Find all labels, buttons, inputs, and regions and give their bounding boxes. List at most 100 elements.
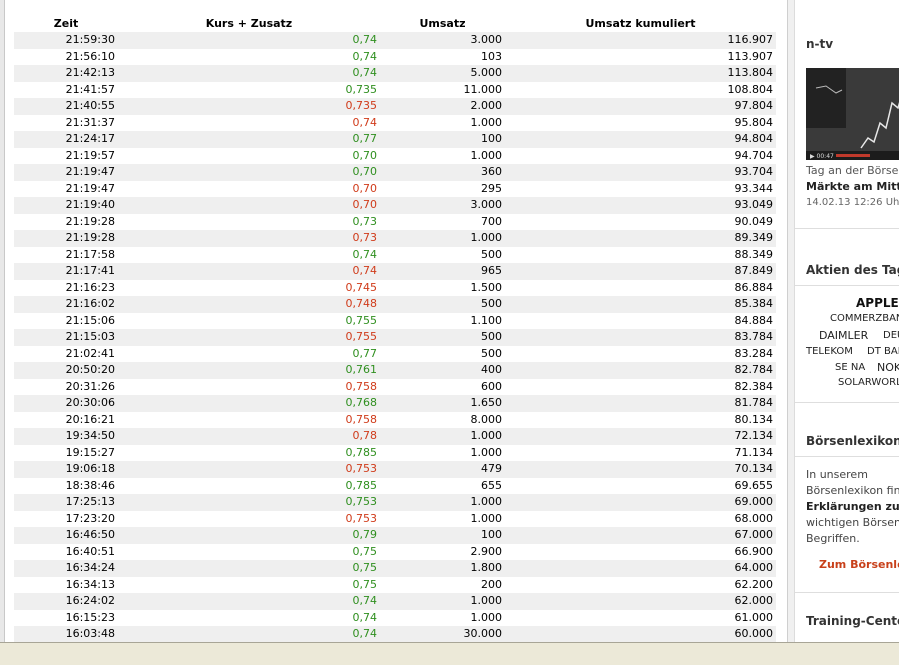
table-row: 21:40:55 0,735 2.000 97.804	[14, 98, 776, 115]
header-umsatz-kumuliert[interactable]: Umsatz kumuliert	[585, 16, 696, 30]
cell-volume: 1.000	[380, 593, 505, 610]
cell-volume: 1.500	[380, 279, 505, 296]
cell-cumulative: 93.704	[505, 164, 776, 181]
cell-cumulative: 61.000	[505, 609, 776, 626]
cell-price: 0,74	[118, 263, 380, 280]
table-row: 21:19:47 0,70 360 93.704	[14, 164, 776, 181]
divider-3	[795, 402, 899, 403]
cell-price: 0,75	[118, 576, 380, 593]
tag-dt-bank[interactable]: DT BANK	[867, 346, 899, 357]
video-headline[interactable]: Märkte am Mittwoch	[806, 180, 899, 193]
cell-cumulative: 116.907	[505, 32, 776, 49]
table-row: 17:25:13 0,753 1.000 69.000	[14, 494, 776, 511]
table-row: 17:23:20 0,753 1.000 68.000	[14, 510, 776, 527]
tag-apple[interactable]: APPLE	[856, 296, 899, 310]
cell-volume: 200	[380, 576, 505, 593]
table-row: 19:06:18 0,753 479 70.134	[14, 461, 776, 478]
table-header-row: Zeit Kurs + Zusatz Umsatz Umsatz kumulie…	[14, 14, 776, 32]
table-row: 21:19:47 0,70 295 93.344	[14, 180, 776, 197]
header-kurs[interactable]: Kurs + Zusatz	[205, 16, 293, 30]
lexikon-link[interactable]: Zum Börsenlexikon	[819, 558, 899, 571]
cell-cumulative: 72.134	[505, 428, 776, 445]
cell-time: 21:19:28	[14, 230, 118, 247]
cell-cumulative: 82.384	[505, 378, 776, 395]
table-row: 16:24:02 0,74 1.000 62.000	[14, 593, 776, 610]
tag-deutsche[interactable]: DEUTSCHE	[883, 330, 899, 341]
cell-time: 18:38:46	[14, 477, 118, 494]
cell-time: 16:46:50	[14, 527, 118, 544]
cell-time: 20:30:06	[14, 395, 118, 412]
table-row: 21:15:03 0,755 500 83.784	[14, 329, 776, 346]
cell-cumulative: 95.804	[505, 114, 776, 131]
cell-cumulative: 69.655	[505, 477, 776, 494]
cell-price: 0,79	[118, 527, 380, 544]
table-row: 21:42:13 0,74 5.000 113.804	[14, 65, 776, 82]
cell-volume: 500	[380, 296, 505, 313]
column-divider	[787, 0, 795, 642]
cell-volume: 100	[380, 131, 505, 148]
cell-cumulative: 81.784	[505, 395, 776, 412]
play-icon[interactable]: ▶	[810, 153, 817, 160]
cell-time: 21:17:41	[14, 263, 118, 280]
cell-volume: 1.000	[380, 609, 505, 626]
cell-time: 21:02:41	[14, 345, 118, 362]
table-row: 18:38:46 0,785 655 69.655	[14, 477, 776, 494]
cell-price: 0,761	[118, 362, 380, 379]
tag-nokia[interactable]: NOKIA	[877, 361, 899, 374]
cell-volume: 965	[380, 263, 505, 280]
video-time: ▶ 00:47	[810, 153, 834, 160]
tag-commerzbank[interactable]: COMMERZBANK	[830, 313, 899, 324]
table-row: 16:15:23 0,74 1.000 61.000	[14, 609, 776, 626]
cell-price: 0,73	[118, 213, 380, 230]
cell-time: 19:15:27	[14, 444, 118, 461]
cell-volume: 30.000	[380, 626, 505, 643]
tag-se-na[interactable]: SE NA	[835, 362, 866, 373]
cell-volume: 11.000	[380, 81, 505, 98]
cell-price: 0,74	[118, 48, 380, 65]
table-row: 21:02:41 0,77 500 83.284	[14, 345, 776, 362]
cell-time: 21:31:37	[14, 114, 118, 131]
cell-volume: 3.000	[380, 32, 505, 49]
cell-cumulative: 85.384	[505, 296, 776, 313]
table-row: 21:16:23 0,745 1.500 86.884	[14, 279, 776, 296]
cell-time: 21:19:47	[14, 164, 118, 181]
header-zeit[interactable]: Zeit	[53, 16, 79, 30]
cell-time: 16:40:51	[14, 543, 118, 560]
cell-cumulative: 64.000	[505, 560, 776, 577]
cell-price: 0,77	[118, 345, 380, 362]
right-sidebar: n-tv ▶ 00:47 Tag an der Börse Märkte am …	[795, 0, 899, 642]
tag-daimler[interactable]: DAIMLER	[819, 329, 869, 342]
cell-cumulative: 62.000	[505, 593, 776, 610]
cell-time: 21:17:58	[14, 246, 118, 263]
cell-price: 0,70	[118, 147, 380, 164]
cell-cumulative: 83.284	[505, 345, 776, 362]
cell-volume: 1.000	[380, 147, 505, 164]
table-row: 16:03:48 0,74 30.000 60.000	[14, 626, 776, 643]
cell-cumulative: 84.884	[505, 312, 776, 329]
cell-price: 0,745	[118, 279, 380, 296]
header-umsatz[interactable]: Umsatz	[419, 16, 466, 30]
cell-price: 0,74	[118, 246, 380, 263]
cell-time: 19:06:18	[14, 461, 118, 478]
divider-1	[795, 228, 899, 229]
cell-price: 0,77	[118, 131, 380, 148]
video-progress[interactable]	[836, 154, 870, 157]
video-player[interactable]: ▶ 00:47	[806, 68, 899, 160]
cell-cumulative: 80.134	[505, 411, 776, 428]
cell-cumulative: 94.804	[505, 131, 776, 148]
lexikon-line-3: Erklärungen zu	[806, 500, 899, 513]
tag-solarworld[interactable]: SOLARWORLD	[838, 377, 899, 388]
chart-thumbnail	[806, 68, 899, 160]
cell-cumulative: 83.784	[505, 329, 776, 346]
cell-price: 0,758	[118, 378, 380, 395]
video-caption: Tag an der Börse	[806, 164, 899, 177]
cell-volume: 2.000	[380, 98, 505, 115]
cell-time: 21:56:10	[14, 48, 118, 65]
cell-time: 21:16:23	[14, 279, 118, 296]
tag-telekom[interactable]: TELEKOM	[806, 346, 853, 357]
lexikon-line-5: Begriffen.	[806, 532, 860, 545]
divider-4	[795, 456, 899, 457]
cell-price: 0,748	[118, 296, 380, 313]
cell-volume: 655	[380, 477, 505, 494]
table-row: 16:34:24 0,75 1.800 64.000	[14, 560, 776, 577]
